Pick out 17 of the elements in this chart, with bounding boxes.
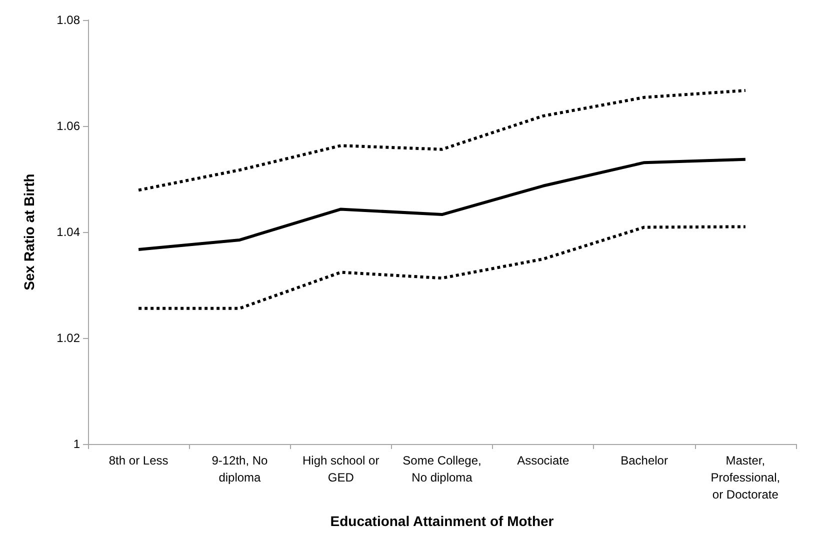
y-tick-label: 1	[73, 437, 80, 451]
x-tick-label: 8th or Less	[108, 454, 168, 468]
line-series	[137, 158, 747, 251]
line-series	[137, 88, 747, 192]
line-series	[137, 225, 747, 310]
y-tick-label: 1.06	[56, 119, 80, 133]
x-tick-label: Bachelor	[620, 454, 668, 468]
x-tick-label: High school or GED	[302, 454, 380, 484]
y-tick-label: 1.02	[56, 331, 80, 345]
y-axis-title: Sex Ratio at Birth	[21, 174, 37, 290]
x-tick-label: 9-12th, No diploma	[212, 454, 268, 484]
y-tick-label: 1.08	[56, 13, 80, 27]
x-tick-label: Master, Professional, or Doctorate	[710, 454, 780, 502]
x-tick-label: Some College, No diploma	[402, 454, 482, 484]
y-tick-label: 1.04	[56, 225, 80, 239]
x-axis-title: Educational Attainment of Mother	[330, 513, 554, 529]
x-tick-label: Associate	[517, 454, 570, 468]
